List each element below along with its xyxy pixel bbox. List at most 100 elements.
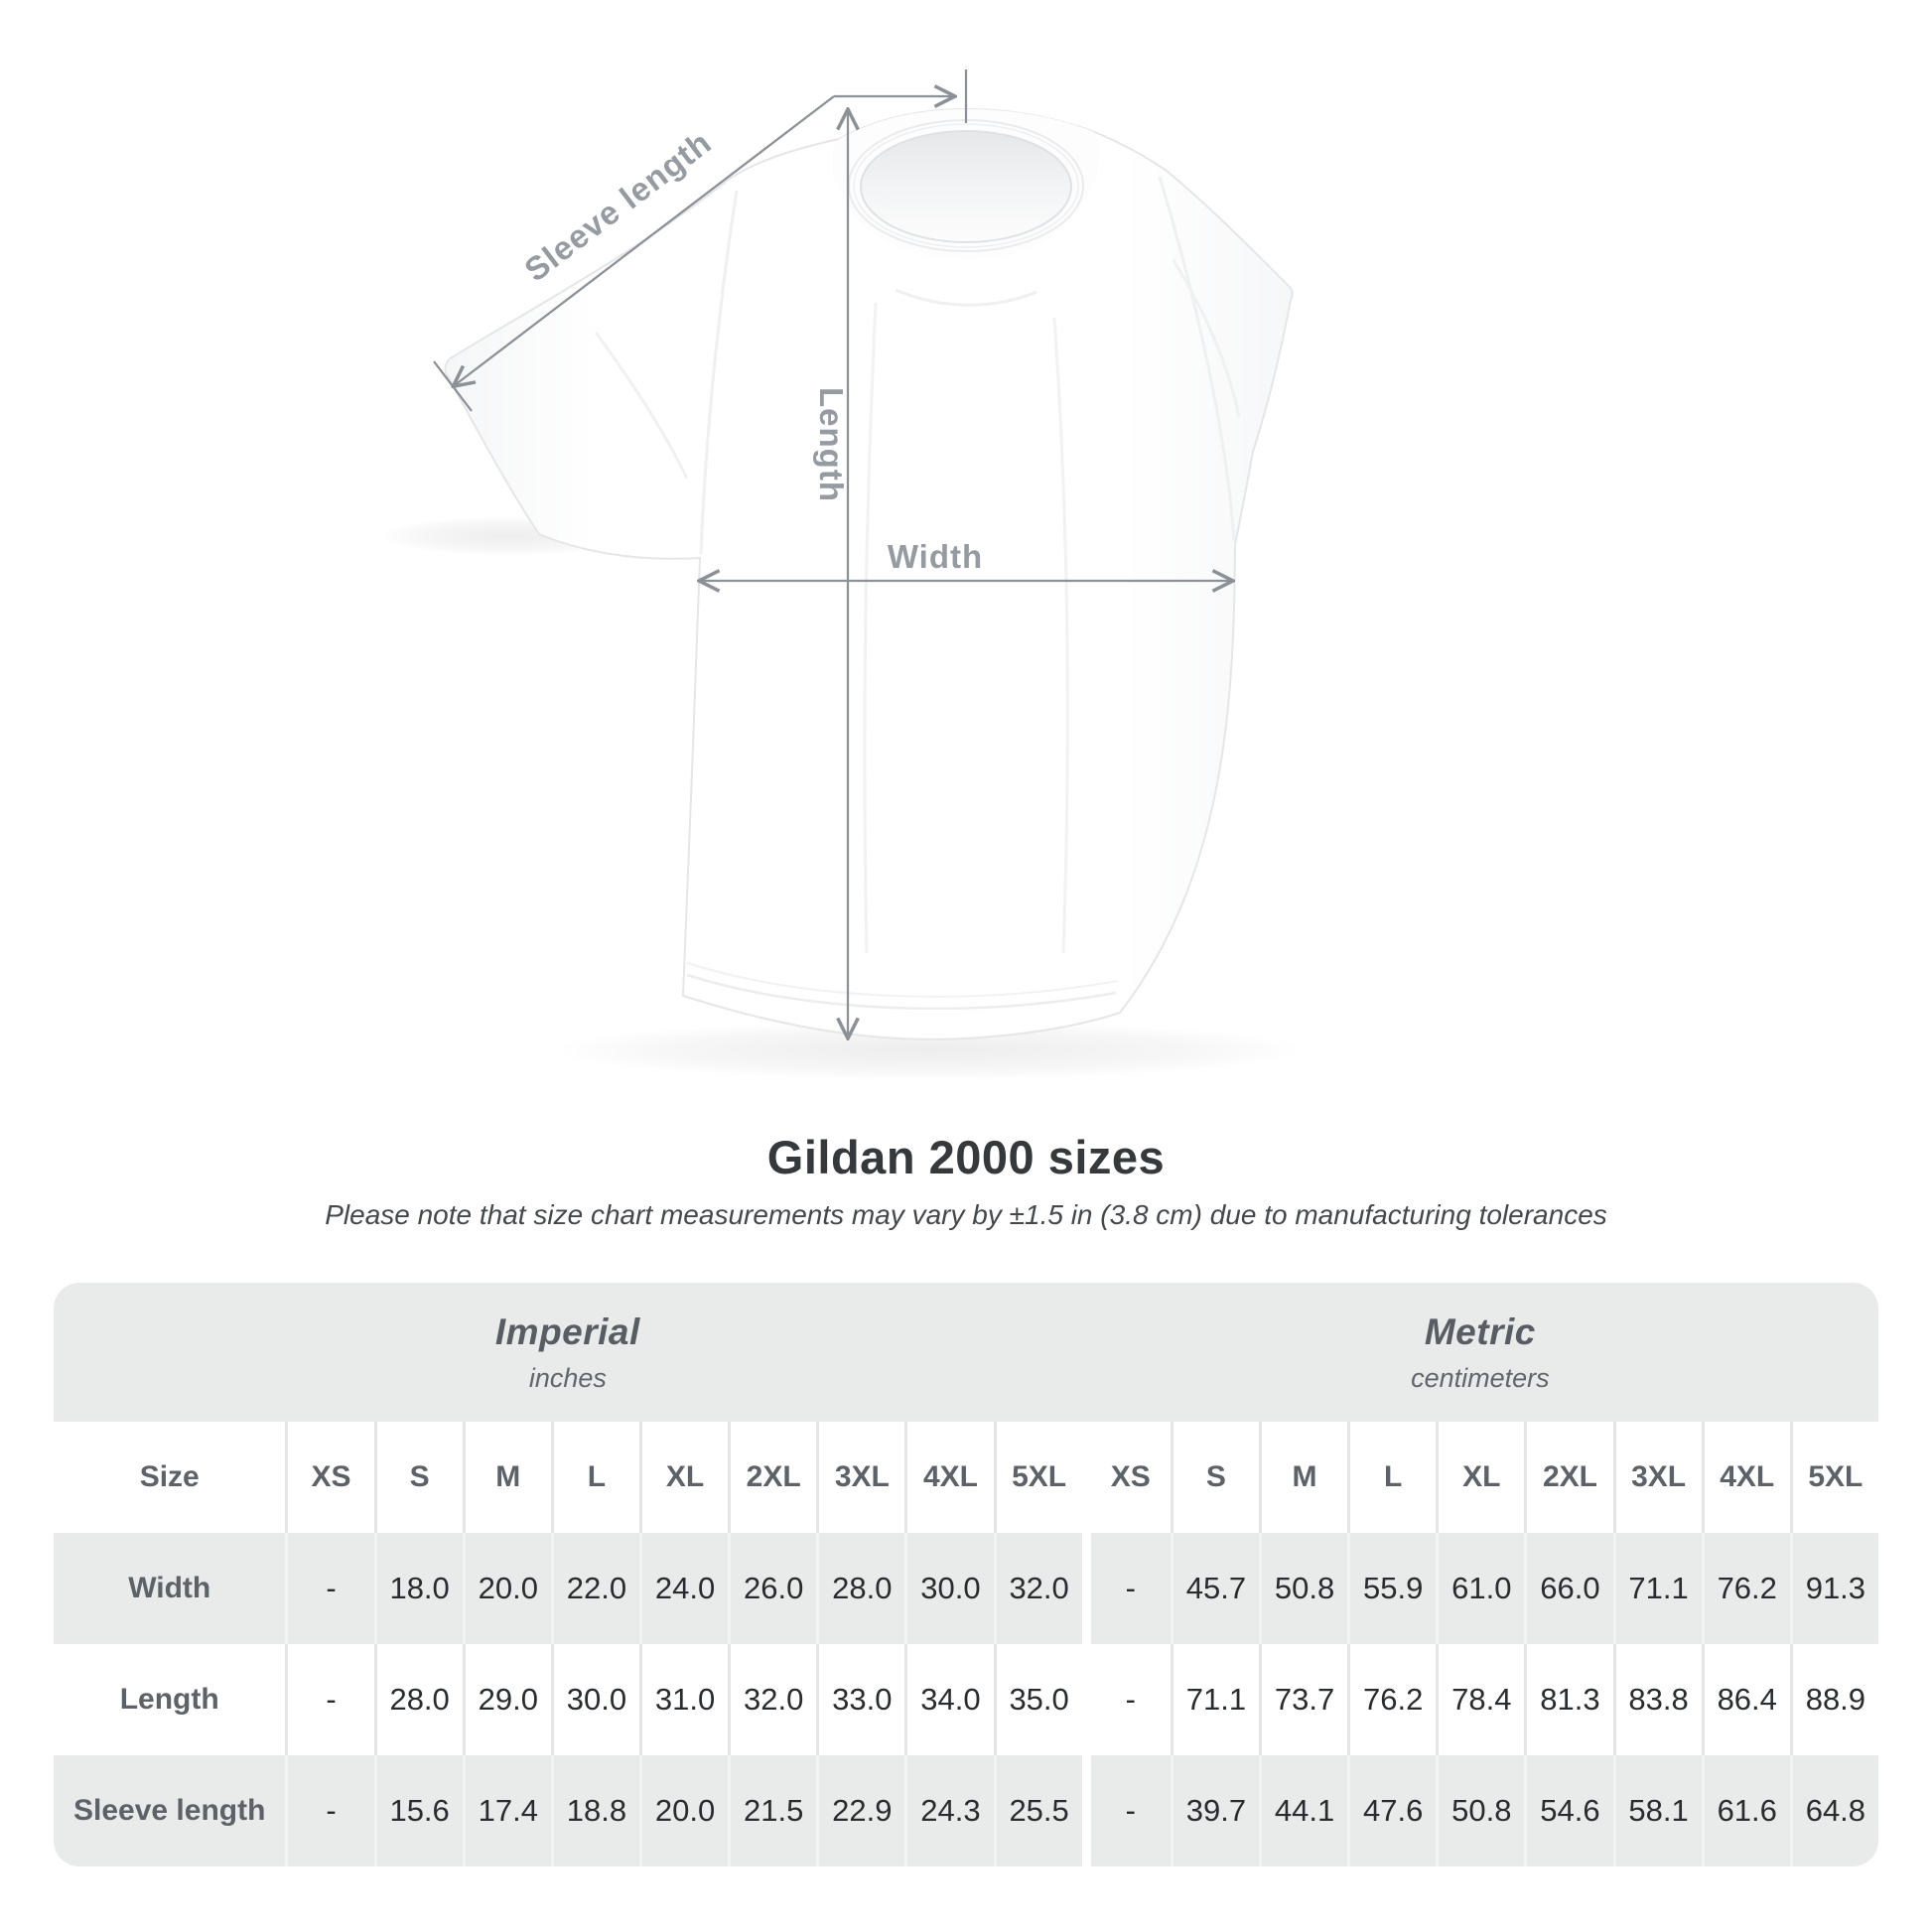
size-value-cell: 64.8 xyxy=(1789,1755,1878,1866)
size-header-cell: 4XL xyxy=(904,1422,993,1533)
size-header-cell: XL xyxy=(1436,1422,1524,1533)
length-label: Length xyxy=(813,387,850,502)
size-value-cell: - xyxy=(1081,1533,1171,1644)
sleeve-end-tick xyxy=(433,360,473,412)
size-value-cell: 88.9 xyxy=(1789,1644,1878,1755)
size-header-cell: XS xyxy=(285,1422,373,1533)
crease xyxy=(594,332,689,480)
size-header-cell: 5XL xyxy=(993,1422,1082,1533)
size-value-cell: 32.0 xyxy=(728,1644,816,1755)
size-value-cell: 24.0 xyxy=(638,1533,728,1644)
size-value-cell: 78.4 xyxy=(1436,1644,1524,1755)
metric-unit-label: centimeters xyxy=(1411,1362,1550,1393)
size-corner-cell: Size xyxy=(139,1460,200,1493)
size-value-cell: 54.6 xyxy=(1524,1755,1612,1866)
size-value-cell: 18.0 xyxy=(373,1533,463,1644)
size-header-cell: 5XL xyxy=(1789,1422,1878,1533)
size-value-cell: 33.0 xyxy=(816,1644,904,1755)
size-value-cell: 28.0 xyxy=(373,1644,463,1755)
size-value-cell: 17.4 xyxy=(462,1755,551,1866)
width-label: Width xyxy=(888,538,983,575)
size-header-row: Size XS S M L XL 2XL 3XL 4XL 5XL XS S M L XL 2XL 3XL 4XL 5… xyxy=(54,1422,1878,1533)
crease xyxy=(1172,259,1241,418)
size-value-cell: 83.8 xyxy=(1612,1644,1702,1755)
row-label-cell: Sleeve length xyxy=(73,1794,266,1827)
size-header-cell: 2XL xyxy=(728,1422,816,1533)
tshirt-diagram: Sleeve length Length Width xyxy=(379,69,1306,1080)
size-value-cell: 26.0 xyxy=(728,1533,816,1644)
size-value-cell: - xyxy=(285,1755,373,1866)
size-value-cell: 30.0 xyxy=(904,1533,993,1644)
row-label-cell: Width xyxy=(128,1572,211,1604)
size-value-cell: 44.1 xyxy=(1258,1755,1347,1866)
size-value-cell: 32.0 xyxy=(993,1533,1082,1644)
size-value-cell: 91.3 xyxy=(1789,1533,1878,1644)
size-value-cell: 30.0 xyxy=(550,1644,639,1755)
sleeve-length-line xyxy=(455,95,835,385)
size-header-cell: L xyxy=(1347,1422,1436,1533)
size-header-cell: 4XL xyxy=(1701,1422,1790,1533)
size-value-cell: 34.0 xyxy=(904,1644,993,1755)
crease xyxy=(863,302,878,954)
imperial-label: Imperial xyxy=(494,1311,640,1352)
neck-opening xyxy=(861,131,1071,242)
size-value-cell: 18.8 xyxy=(550,1755,639,1866)
size-header-cell: 3XL xyxy=(816,1422,904,1533)
table-row-sleeve-length: Sleeve length -15.6 17.4 18.8 20.0 21.5 22.9 24… xyxy=(54,1755,1878,1866)
size-value-cell: 22.9 xyxy=(816,1755,904,1866)
size-value-cell: 50.8 xyxy=(1258,1533,1347,1644)
size-table: Imperial inches Metric centimeters Size X… xyxy=(54,1283,1878,1866)
size-value-cell: 86.4 xyxy=(1701,1644,1790,1755)
imperial-group-header: Imperial inches xyxy=(54,1283,1082,1422)
size-value-cell: 73.7 xyxy=(1258,1644,1347,1755)
size-value-cell: - xyxy=(1081,1644,1171,1755)
size-header-cell: S xyxy=(1170,1422,1259,1533)
size-value-cell: 28.0 xyxy=(816,1533,904,1644)
collar-inner-edge xyxy=(860,130,1072,243)
size-value-cell: 15.6 xyxy=(373,1755,463,1866)
size-value-cell: 55.9 xyxy=(1347,1533,1436,1644)
metric-label: Metric xyxy=(1424,1311,1536,1352)
size-header-cell: M xyxy=(1258,1422,1347,1533)
dimension-lines xyxy=(433,69,1231,1036)
crease xyxy=(895,288,1037,307)
size-value-cell: 22.0 xyxy=(550,1533,639,1644)
size-value-cell: 71.1 xyxy=(1612,1533,1702,1644)
size-value-cell: 47.6 xyxy=(1347,1755,1436,1866)
hem-stitch xyxy=(686,962,1119,998)
size-header-cell: L xyxy=(550,1422,639,1533)
row-label-cell: Length xyxy=(119,1683,219,1716)
size-header-cell: 2XL xyxy=(1524,1422,1612,1533)
size-value-cell: 58.1 xyxy=(1612,1755,1702,1866)
size-value-cell: - xyxy=(285,1644,373,1755)
size-value-cell: 66.0 xyxy=(1524,1533,1612,1644)
size-value-cell: 45.7 xyxy=(1170,1533,1259,1644)
size-value-cell: 50.8 xyxy=(1436,1755,1524,1866)
size-value-cell: 76.2 xyxy=(1701,1533,1790,1644)
size-value-cell: 24.3 xyxy=(904,1755,993,1866)
size-value-cell: - xyxy=(285,1533,373,1644)
hem-stitch xyxy=(686,973,1117,1011)
size-value-cell: 29.0 xyxy=(462,1644,551,1755)
size-header-cell: S xyxy=(373,1422,463,1533)
size-value-cell: 61.0 xyxy=(1436,1533,1524,1644)
unit-group-row: Imperial inches Metric centimeters xyxy=(54,1283,1878,1422)
size-value-cell: 39.7 xyxy=(1170,1755,1259,1866)
size-value-cell: 20.0 xyxy=(638,1755,728,1866)
size-header-cell: XL xyxy=(638,1422,728,1533)
left-sleeve-seam xyxy=(699,190,739,555)
right-sleeve-seam xyxy=(1158,176,1236,542)
imperial-unit-label: inches xyxy=(528,1362,607,1393)
size-header-cell: M xyxy=(462,1422,551,1533)
size-value-cell: 20.0 xyxy=(462,1533,551,1644)
page-title: Gildan 2000 sizes xyxy=(766,1131,1166,1183)
size-value-cell: - xyxy=(1081,1755,1171,1866)
size-value-cell: 25.5 xyxy=(993,1755,1082,1866)
shirt-shadow xyxy=(551,1021,1306,1080)
size-value-cell: 31.0 xyxy=(638,1644,728,1755)
size-value-cell: 76.2 xyxy=(1347,1644,1436,1755)
size-value-cell: 71.1 xyxy=(1170,1644,1259,1755)
crease xyxy=(1052,317,1069,954)
table-row-length: Length -28.0 29.0 30.0 31.0 32.0 33.0 34.0 35.0-… xyxy=(54,1644,1878,1755)
